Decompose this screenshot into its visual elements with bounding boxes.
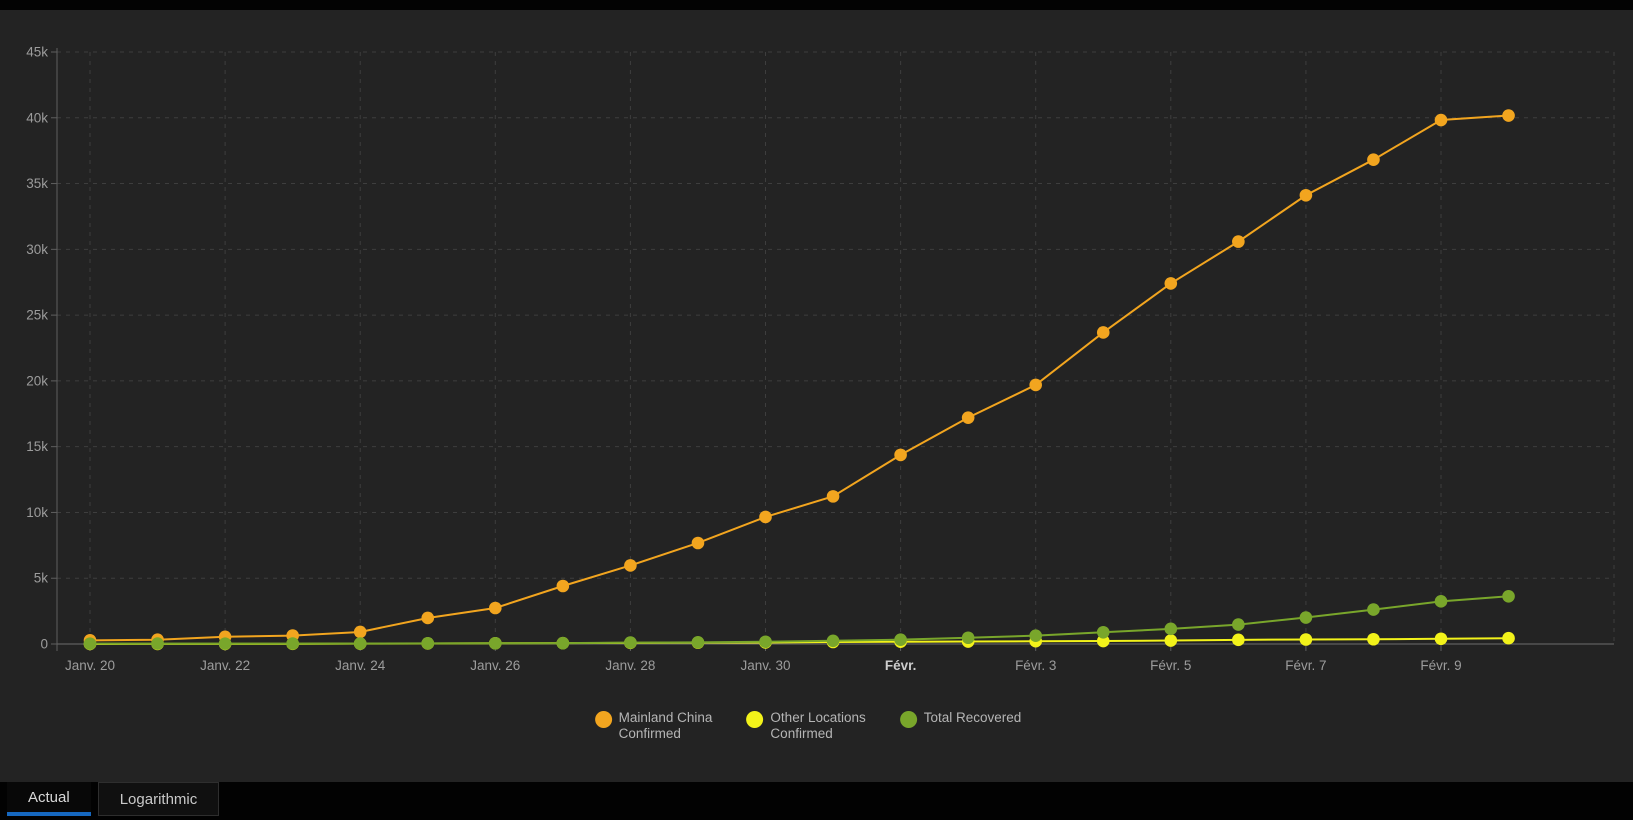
data-point[interactable]	[1502, 631, 1515, 645]
data-point[interactable]	[1299, 188, 1313, 202]
legend-item-other-locations-confirmed[interactable]: Other Locations Confirmed	[746, 710, 866, 742]
data-point[interactable]	[1434, 632, 1448, 646]
data-point[interactable]	[1367, 632, 1380, 646]
legend-color-dot-icon	[746, 711, 764, 728]
svg-text:Janv. 28: Janv. 28	[605, 658, 655, 673]
data-point[interactable]	[894, 448, 907, 462]
legend-label: Mainland China Confirmed	[618, 710, 713, 741]
data-point[interactable]	[556, 579, 570, 593]
data-point[interactable]	[1029, 378, 1042, 392]
legend-item-total-recovered[interactable]: Total Recovered	[899, 710, 1022, 728]
svg-text:Févr. 5: Févr. 5	[1150, 658, 1191, 673]
data-point[interactable]	[421, 637, 435, 650]
data-point[interactable]	[489, 601, 502, 615]
data-point[interactable]	[218, 637, 232, 650]
data-point[interactable]	[286, 637, 299, 650]
svg-text:35k: 35k	[26, 176, 48, 191]
svg-text:20k: 20k	[26, 373, 48, 388]
data-point[interactable]	[691, 636, 705, 649]
tab-logarithmic[interactable]: Logarithmic	[97, 782, 220, 816]
data-point[interactable]	[1096, 326, 1110, 339]
data-point[interactable]	[1367, 153, 1380, 166]
svg-text:Janv. 20: Janv. 20	[65, 658, 115, 673]
data-point[interactable]	[353, 625, 367, 639]
top-bar	[0, 0, 1633, 10]
svg-text:10k: 10k	[26, 505, 48, 520]
data-point[interactable]	[151, 637, 164, 650]
data-point[interactable]	[691, 536, 705, 550]
data-point[interactable]	[1434, 113, 1448, 127]
data-point[interactable]	[1232, 633, 1245, 647]
svg-text:Janv. 30: Janv. 30	[740, 658, 790, 673]
svg-text:0: 0	[40, 637, 48, 652]
svg-text:30k: 30k	[26, 242, 48, 257]
svg-text:Févr. 9: Févr. 9	[1420, 658, 1461, 673]
data-point[interactable]	[961, 411, 975, 424]
svg-text:Févr.: Févr.	[885, 658, 917, 673]
data-point[interactable]	[624, 559, 637, 572]
chart-panel: 0 5k 10k 15k 20k 25k 30k 35k 40k 45k Janv. 20 Janv.…	[0, 10, 1633, 782]
legend-item-mainland-china-confirmed[interactable]: Mainland China Confirmed	[594, 710, 713, 742]
svg-text:5k: 5k	[34, 571, 49, 586]
data-point[interactable]	[826, 634, 840, 648]
data-point[interactable]	[1164, 634, 1178, 647]
data-point[interactable]	[961, 631, 975, 645]
chart-legend: Mainland China Confirmed Other Locations …	[594, 710, 1022, 742]
data-point[interactable]	[1029, 629, 1042, 642]
tab-actual[interactable]: Actual	[7, 782, 91, 816]
x-grid-and-labels: Janv. 20 Janv. 22 Janv. 24 Janv. 26 Janv. 28…	[65, 52, 1615, 673]
data-point[interactable]	[556, 636, 570, 650]
data-point[interactable]	[1299, 633, 1313, 646]
data-point[interactable]	[421, 611, 435, 625]
legend-label: Total Recovered	[923, 710, 1022, 725]
y-grid-and-labels: 0 5k 10k 15k 20k 25k 30k 35k 40k 45k	[26, 45, 1614, 652]
data-point[interactable]	[489, 636, 502, 650]
legend-label: Other Locations Confirmed	[770, 710, 866, 741]
data-point[interactable]	[1502, 589, 1515, 603]
legend-color-dot-icon	[594, 711, 612, 728]
series-mainland-china-confirmed	[83, 109, 1515, 647]
tab-logarithmic-label: Logarithmic	[119, 790, 198, 808]
svg-text:Janv. 24: Janv. 24	[335, 658, 386, 673]
data-point[interactable]	[1232, 235, 1245, 248]
data-point[interactable]	[894, 633, 907, 646]
svg-text:15k: 15k	[26, 439, 48, 454]
data-point[interactable]	[1096, 634, 1110, 648]
data-point[interactable]	[83, 637, 97, 650]
legend-color-dot-icon	[899, 711, 917, 728]
data-point[interactable]	[1502, 109, 1515, 122]
svg-text:Janv. 26: Janv. 26	[470, 658, 520, 673]
svg-text:Févr. 7: Févr. 7	[1285, 658, 1326, 673]
svg-text:Févr. 3: Févr. 3	[1015, 658, 1056, 673]
data-point[interactable]	[353, 637, 367, 650]
series-total-recovered	[83, 589, 1515, 650]
svg-text:40k: 40k	[26, 110, 48, 125]
data-point[interactable]	[1096, 625, 1110, 639]
svg-text:25k: 25k	[26, 308, 48, 323]
data-point[interactable]	[1232, 618, 1245, 631]
data-point[interactable]	[1299, 611, 1313, 624]
scale-tab-bar: Actual Logarithmic	[0, 782, 1633, 820]
data-point[interactable]	[1164, 277, 1178, 290]
data-point[interactable]	[1367, 603, 1380, 616]
tab-actual-label: Actual	[28, 788, 70, 806]
svg-text:45k: 45k	[26, 45, 48, 60]
data-point[interactable]	[1434, 595, 1448, 608]
svg-text:Janv. 22: Janv. 22	[200, 658, 250, 673]
data-point[interactable]	[759, 510, 772, 524]
data-point[interactable]	[624, 636, 637, 649]
data-point[interactable]	[759, 635, 772, 649]
data-point[interactable]	[826, 490, 840, 503]
data-point[interactable]	[1164, 622, 1178, 636]
